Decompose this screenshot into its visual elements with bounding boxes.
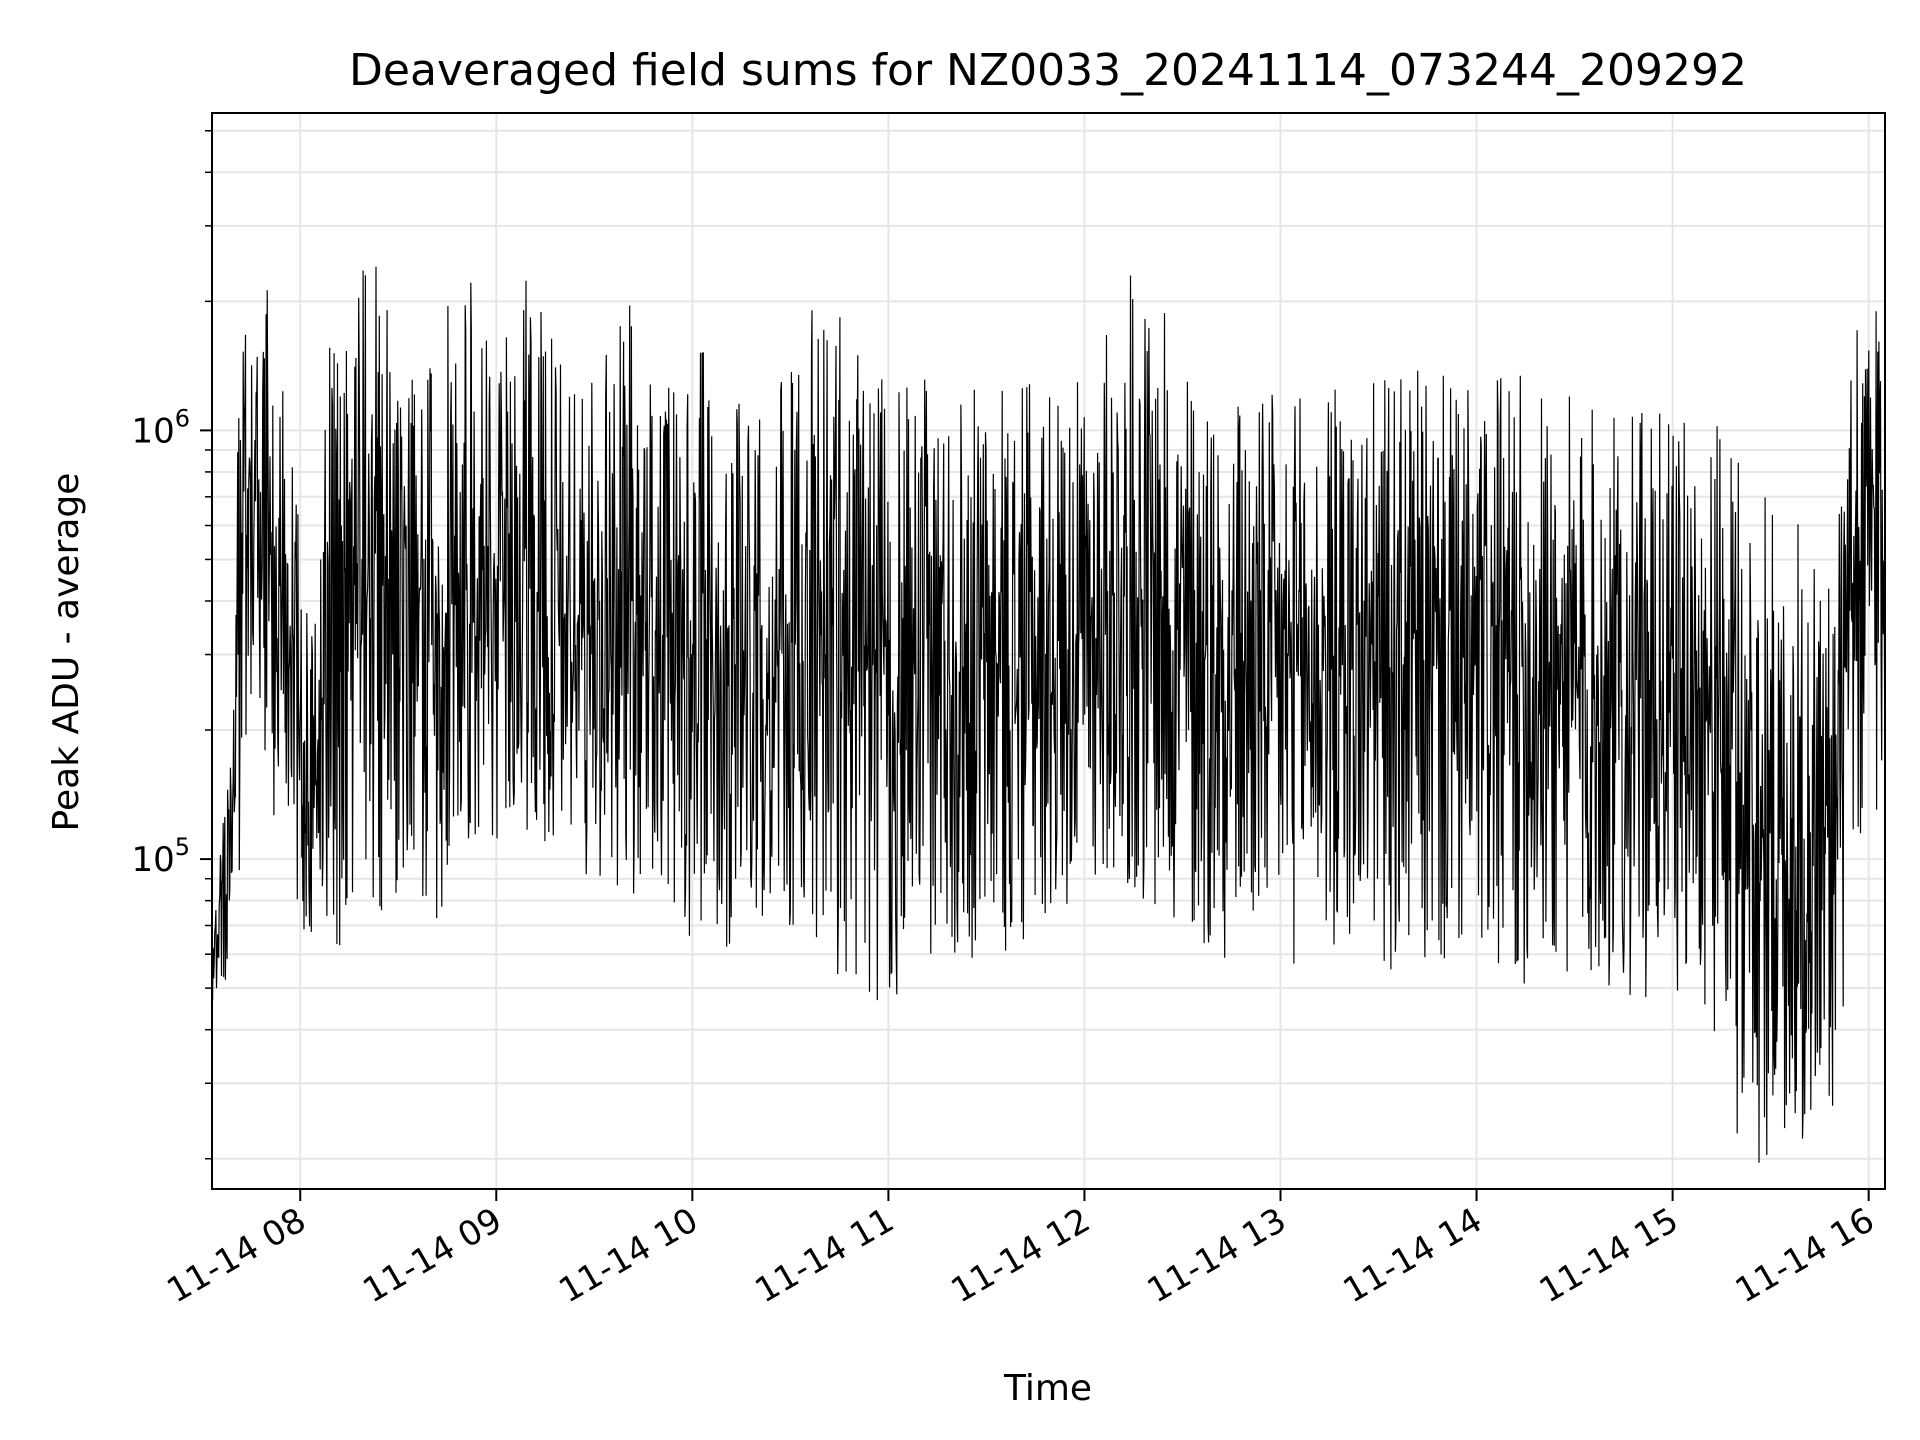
chart-title: Deaveraged field sums for NZ0033_2024111… (349, 45, 1747, 96)
plot-frame (211, 112, 1886, 1190)
x-tick-label: 11-14 08 (160, 1200, 312, 1311)
x-tick-label: 11-14 12 (945, 1200, 1097, 1311)
y-axis: 105 106 (131, 129, 212, 1160)
x-tick-label: 11-14 11 (748, 1200, 900, 1311)
x-tick-label: 11-14 15 (1533, 1200, 1685, 1311)
x-tick-label: 11-14 16 (1729, 1200, 1881, 1311)
y-tick-label: 105 (131, 833, 190, 880)
y-axis-label: Peak ADU - average (46, 473, 87, 832)
x-tick-label: 11-14 09 (356, 1200, 508, 1311)
x-tick-label: 11-14 14 (1337, 1200, 1489, 1311)
x-axis: 11-14 08 11-14 09 11-14 10 11-14 11 11-14 12… (160, 1189, 1881, 1311)
y-tick-label: 106 (131, 404, 190, 451)
data-series (211, 266, 1886, 1163)
x-axis-label: Time (1003, 1368, 1092, 1409)
series-line (211, 266, 1886, 1163)
x-tick-label: 11-14 13 (1141, 1200, 1293, 1311)
x-tick-label: 11-14 10 (552, 1200, 704, 1311)
